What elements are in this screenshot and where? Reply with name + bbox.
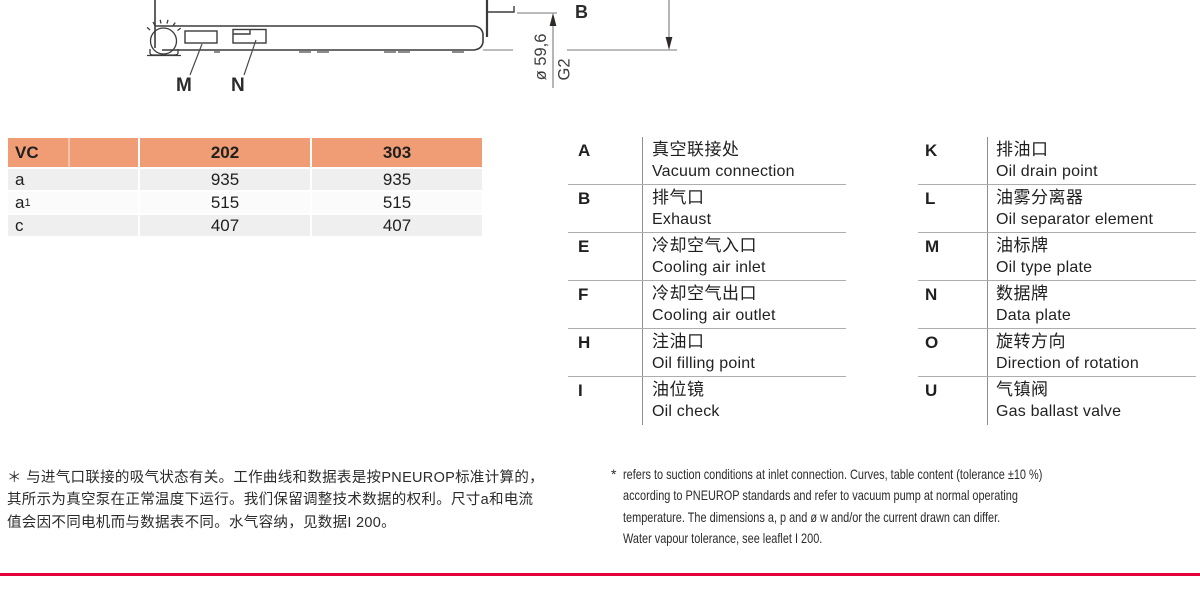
footnote-line: according to PNEUROP standards and refer… [623,487,1018,504]
header-cell-202: 202 [140,138,310,167]
legend-column-right: K 排油口 Oil drain point L 油雾分离器 Oil separa… [918,137,1196,425]
legend-item-U: U 气镇阀 Gas ballast valve [918,377,1196,425]
cell-value: 515 [312,192,482,213]
legend-en: Cooling air outlet [652,307,776,324]
legend-zh: 旋转方向 [996,332,1066,351]
legend-letter: N [925,285,938,304]
legend-item-I: I 油位镜 Oil check [568,377,846,425]
row-label: a [8,169,138,190]
legend-en: Vacuum connection [652,163,795,180]
footnote-line: Water vapour tolerance, see leaflet I 20… [623,529,823,546]
legend-item-H: H 注油口 Oil filling point [568,329,846,377]
table-row-c: c 407 407 [8,215,482,236]
legend-en: Cooling air inlet [652,259,766,276]
legend-item-N: N 数据牌 Data plate [918,281,1196,329]
legend-letter: K [925,141,938,160]
legend-en: Exhaust [652,211,712,228]
legend-en: Gas ballast valve [996,403,1122,420]
drawing-label-n: N [231,75,246,96]
legend-en: Oil type plate [996,259,1093,276]
legend-zh: 排气口 [652,188,705,207]
legend-letter: I [578,381,583,400]
legend-item-K: K 排油口 Oil drain point [918,137,1196,185]
header-seam [68,138,70,167]
asterisk-marker: * [611,466,617,482]
legend-letter: F [578,285,589,304]
legend-zh: 注油口 [652,332,705,351]
legend-letter: M [925,237,940,256]
legend-zh: 冷却空气出口 [652,284,757,303]
legend-item-F: F 冷却空气出口 Cooling air outlet [568,281,846,329]
legend-zh: 油雾分离器 [996,188,1084,207]
table-row-a: a 935 935 [8,169,482,190]
footnote-chinese: ＊ 与进气口联接的吸气状态有关。工作曲线和数据表是按PNEUROP标准计算的， … [7,467,567,534]
legend-zh: 数据牌 [996,284,1049,303]
legend-column-left: A 真空联接处 Vacuum connection B 排气口 Exhaust … [568,137,846,425]
legend-letter: H [578,333,591,352]
dimensions-table-header: VC 202 303 [8,138,482,167]
footnote-line: ＊ 与进气口联接的吸气状态有关。工作曲线和数据表是按PNEUROP标准计算的， [7,470,544,486]
legend-item-O: O 旋转方向 Direction of rotation [918,329,1196,377]
legend-en: Direction of rotation [996,355,1139,372]
data-plate-n [232,28,267,44]
legend-zh: 真空联接处 [652,140,740,159]
legend-en: Data plate [996,307,1071,324]
legend-en: Oil separator element [996,211,1154,228]
row-label: c [8,215,138,236]
cell-value: 935 [140,169,310,190]
legend-zh: 排油口 [996,140,1049,159]
legend-letter: L [925,189,936,208]
legend-item-L: L 油雾分离器 Oil separator element [918,185,1196,233]
leader-lines [189,39,257,76]
legend-en: Oil filling point [652,355,756,372]
legend-letter: B [578,189,591,208]
footnote-line: refers to suction conditions at inlet co… [623,466,1043,482]
pump-drawing [146,0,677,88]
dimension-arrowheads [549,13,673,50]
model-label: VC [15,142,39,162]
footnote-line: 其所示为真空泵在正常温度下运行。我们保留调整技术数据的权利。尺寸a和电流 [7,492,534,509]
drawing-label-m: M [176,75,193,96]
legend-zh: 冷却空气入口 [652,236,757,255]
header-cell-303: 303 [312,138,482,167]
footnote-line: temperature. The dimensions a, p and ø w… [623,508,1001,525]
legend-item-A: A 真空联接处 Vacuum connection [568,137,846,185]
dimension-lines [483,0,677,88]
drawing-label-b: B [575,2,589,22]
pump-housing-edge [485,0,515,37]
footnote-line: 值会因不同电机而与数据表不同。水气容纳，见数据I 200。 [7,514,396,531]
legend-zh: 油标牌 [996,236,1049,255]
footer-red-rule [0,573,1200,576]
legend-item-E: E 冷却空气入口 Cooling air inlet [568,233,846,281]
cell-value: 407 [140,215,310,236]
legend-en: Oil drain point [996,163,1098,180]
legend-letter: E [578,237,590,256]
pump-body-outline [154,0,484,51]
cell-value: 515 [140,192,310,213]
cell-value: 935 [312,169,482,190]
oil-type-plate-m [184,30,218,44]
legend-item-M: M 油标牌 Oil type plate [918,233,1196,281]
dimension-thread-text: G2 [555,58,574,81]
legend-letter: A [578,141,591,160]
legend-item-B: B 排气口 Exhaust [568,185,846,233]
legend-zh: 油位镜 [652,380,705,399]
legend-zh: 气镇阀 [996,380,1049,399]
knob [146,19,182,57]
legend-en: Oil check [652,403,720,420]
header-cell-model: VC [8,138,138,167]
dimension-diameter-text: ø 59,6 [532,33,550,81]
legend-letter: O [925,333,939,352]
legend-letter: U [925,381,938,400]
cell-value: 407 [312,215,482,236]
